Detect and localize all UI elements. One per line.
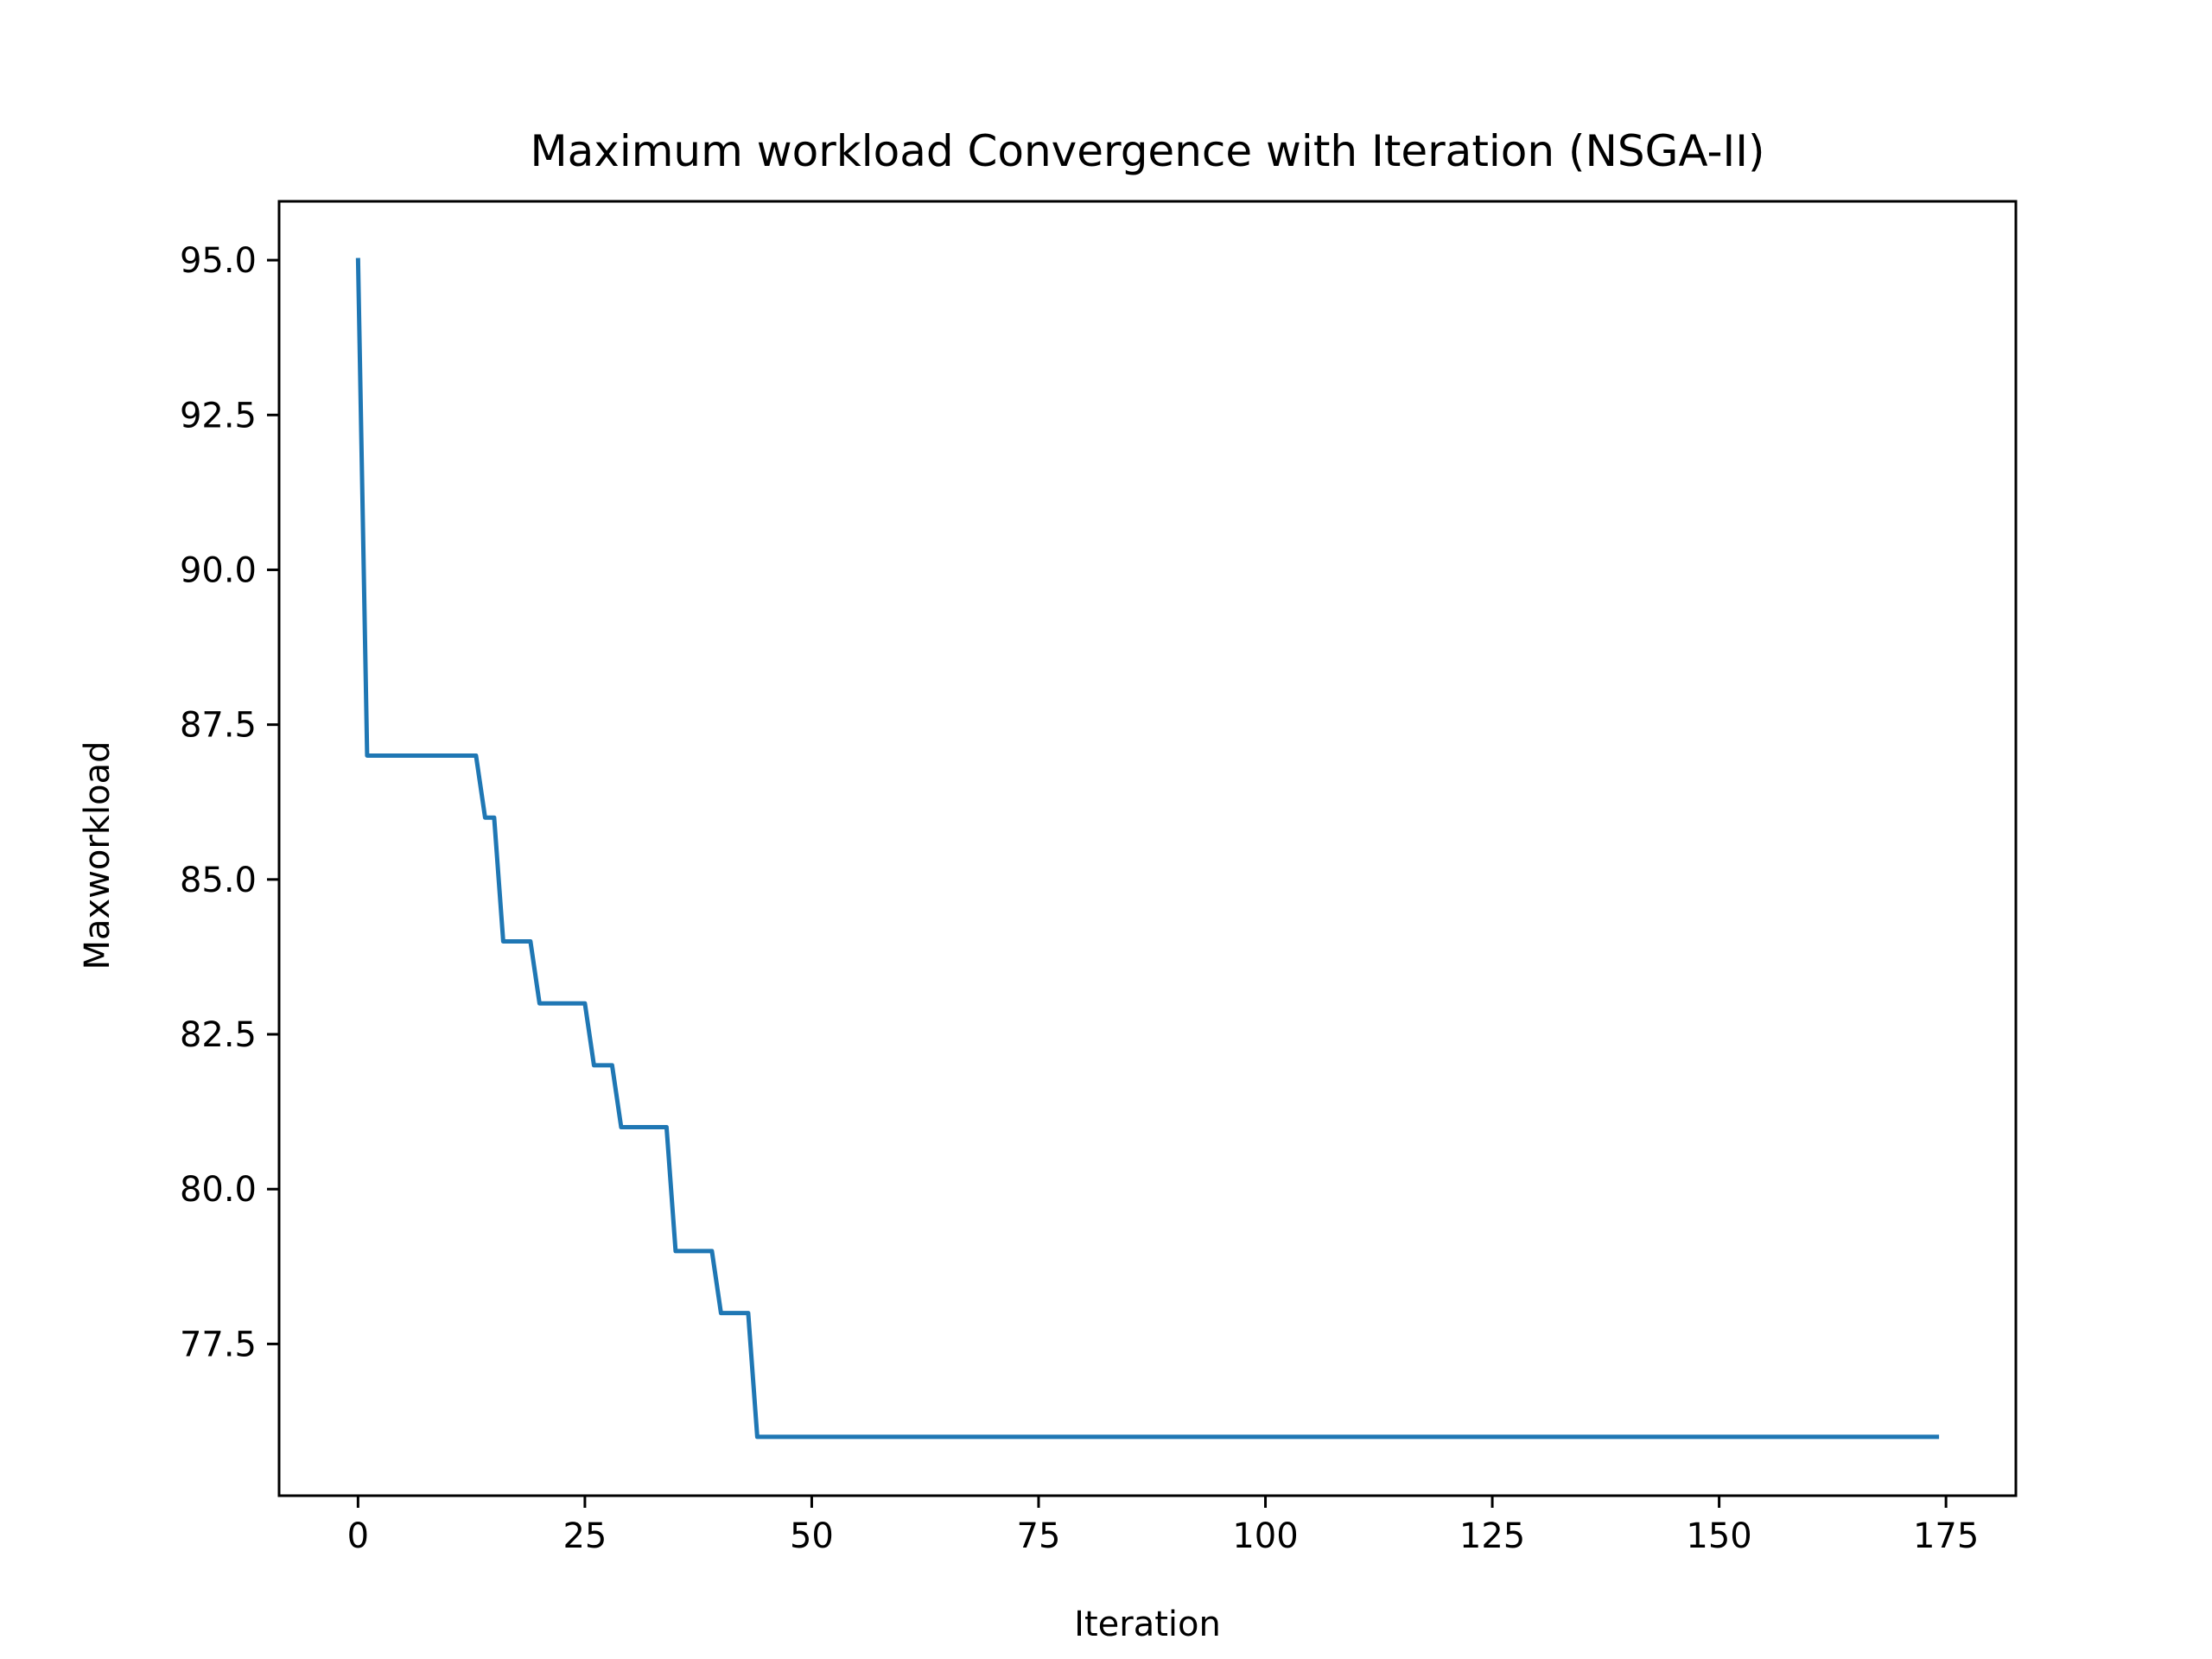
x-tick-label-175: 175 xyxy=(1913,1516,1979,1556)
x-tick-label-100: 100 xyxy=(1232,1516,1298,1556)
x-tick-label-75: 75 xyxy=(1017,1516,1061,1556)
plot-area: 0 25 50 75 100 125 150 175 77.5 80.0 82.5 85.0 87.5 9… xyxy=(180,200,2018,1556)
y-tick-label-5: 90.0 xyxy=(180,550,257,590)
y-tick-label-4: 87.5 xyxy=(180,706,257,746)
y-tick-label-3: 85.0 xyxy=(180,861,257,900)
y-tick-label-2: 82.5 xyxy=(180,1015,257,1055)
x-tick-label-50: 50 xyxy=(790,1516,834,1556)
y-tick-label-6: 92.5 xyxy=(180,396,257,435)
x-tick-label-25: 25 xyxy=(563,1516,607,1556)
y-tick-label-1: 80.0 xyxy=(180,1170,257,1210)
x-tick-label-150: 150 xyxy=(1686,1516,1751,1556)
y-tick-label-7: 95.0 xyxy=(180,241,257,281)
series-line-0 xyxy=(355,257,1940,1440)
x-axis-label: Iteration xyxy=(1074,1605,1221,1644)
chart-title: Maximum workload Convergence with Iterat… xyxy=(530,126,1764,176)
y-tick-label-0: 77.5 xyxy=(180,1325,257,1364)
x-tick-label-0: 0 xyxy=(347,1516,369,1556)
plot-frame xyxy=(277,200,2018,1497)
x-tick-label-125: 125 xyxy=(1459,1516,1525,1556)
y-axis-label: Maxworkload xyxy=(78,741,118,970)
